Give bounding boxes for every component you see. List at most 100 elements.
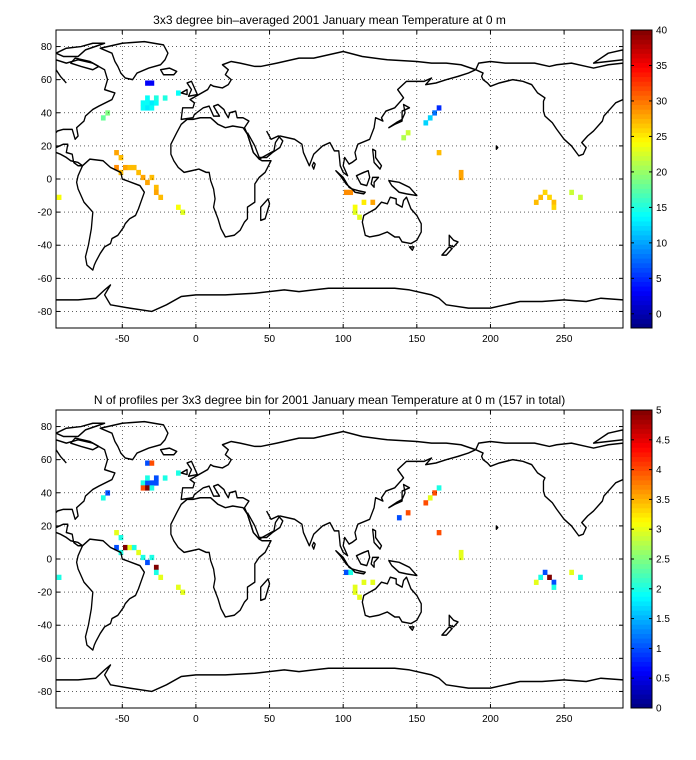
x-tick-label: 50 — [264, 334, 276, 345]
colorbar-segment — [631, 661, 652, 667]
colorbar-segment — [631, 230, 652, 236]
colorbar-segment — [631, 109, 652, 115]
data-cell — [158, 194, 164, 200]
data-cell — [118, 154, 124, 161]
data-cell — [551, 204, 557, 210]
data-cell — [352, 584, 358, 590]
colorbar-segment — [631, 545, 652, 551]
data-cell — [401, 135, 407, 141]
colorbar-segment — [631, 442, 652, 448]
y-tick-label: 20 — [41, 521, 53, 532]
colorbar-segment — [631, 451, 652, 458]
colorbar-segment — [631, 244, 652, 250]
x-tick-label: 0 — [193, 714, 199, 725]
x-tick-label: 100 — [335, 334, 352, 345]
data-cell — [114, 530, 119, 536]
colorbar-segment — [631, 197, 652, 203]
colorbar-segment — [631, 419, 652, 425]
data-cell — [127, 164, 133, 171]
colorbar-segment — [631, 624, 652, 630]
data-cell — [370, 579, 376, 585]
colorbar-segment — [631, 113, 652, 119]
colorbar-segment — [631, 188, 652, 194]
colorbar-segment — [631, 81, 652, 87]
y-tick-label: 40 — [41, 108, 53, 119]
colorbar-tick-label: 5 — [656, 274, 662, 285]
colorbar-segment — [631, 694, 652, 700]
colorbar-segment — [631, 169, 652, 175]
colorbar-tick-label: 2.5 — [656, 555, 670, 566]
colorbar-segment — [631, 572, 652, 579]
colorbar-segment — [631, 559, 652, 565]
colorbar-segment — [631, 62, 652, 68]
axis-ticks: -50 0 50 100 150 200 250 -80 -60 -40 -20 0 20 40 60 80 — [38, 410, 623, 725]
colorbar-segment — [631, 67, 652, 73]
data-cell — [136, 169, 141, 176]
data-cell — [140, 105, 146, 111]
colorbar-tick-label: 30 — [656, 96, 668, 107]
data-cell — [458, 174, 464, 181]
data-cell — [149, 554, 155, 561]
data-cell — [100, 115, 106, 121]
data-cell — [145, 95, 150, 101]
data-cell — [352, 209, 358, 215]
data-cell — [348, 569, 354, 576]
x-tick-label: 150 — [408, 334, 425, 345]
colorbar-segment — [631, 85, 652, 92]
colorbar-segment — [631, 680, 652, 686]
data-cell — [145, 100, 150, 106]
data-cell — [578, 194, 583, 200]
colorbar-segment — [631, 610, 652, 616]
colorbar-segment — [631, 160, 652, 166]
data-cell — [158, 574, 164, 580]
data-cell — [149, 480, 155, 486]
data-cell — [538, 574, 544, 580]
colorbar-segment — [631, 489, 652, 495]
data-cell — [162, 475, 168, 481]
colorbar-tick-label: 3.5 — [656, 495, 670, 506]
colorbar-segment — [631, 414, 652, 420]
colorbar-segment — [631, 179, 652, 185]
data-cell — [551, 199, 557, 205]
data-cell — [145, 179, 150, 186]
colorbar-segment — [631, 512, 652, 518]
data-cell — [149, 485, 155, 491]
colorbar-segment — [631, 656, 652, 662]
colorbar-segment — [631, 628, 652, 634]
data-cell — [348, 189, 354, 196]
colorbar-segment — [631, 211, 652, 217]
colorbar-segment — [631, 295, 652, 301]
colorbar-segment — [631, 498, 652, 504]
colorbar-segment — [631, 151, 652, 157]
colorbar-segment — [631, 239, 652, 245]
data-cell — [352, 589, 358, 595]
data-cell — [538, 194, 544, 200]
data-cells — [56, 460, 583, 600]
data-cell — [427, 115, 433, 121]
colorbar-segment — [631, 220, 652, 227]
colorbar-tick-label: 20 — [656, 167, 668, 178]
y-tick-label: 60 — [41, 455, 53, 466]
colorbar-tick-label: 1 — [656, 644, 662, 655]
data-cell — [162, 95, 168, 101]
colorbar-segment — [631, 272, 652, 278]
data-cell — [153, 184, 159, 191]
data-cell — [405, 510, 411, 516]
data-cell — [105, 110, 111, 116]
data-cell — [533, 199, 539, 205]
colorbar-segment — [631, 53, 652, 59]
colorbar-segment — [631, 206, 652, 213]
colorbar-segment — [631, 605, 652, 611]
data-cell — [361, 579, 367, 585]
colorbar-segment — [631, 39, 652, 45]
data-cell — [547, 194, 552, 200]
data-cell — [140, 100, 146, 106]
temperature-map-panel: 3x3 degree bin–averaged 2001 January mea… — [38, 13, 668, 345]
data-cell — [145, 80, 150, 86]
colorbar-segment — [631, 675, 652, 681]
colorbar-segment — [631, 689, 652, 695]
data-cell — [149, 105, 155, 111]
data-cell — [405, 130, 411, 136]
colorbar-tick-label: 3 — [656, 525, 662, 536]
